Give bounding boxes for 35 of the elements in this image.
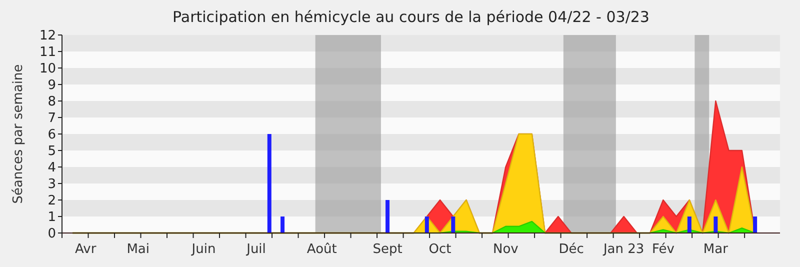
bar [753, 216, 758, 233]
x-tick-label: Sept [372, 242, 402, 257]
bar [424, 216, 429, 233]
y-tick-label: 11 [39, 45, 56, 60]
bar [267, 134, 272, 233]
x-tick-label: Jan 23 [602, 242, 644, 257]
x-tick-label: Déc [558, 242, 584, 257]
y-tick-label: 3 [48, 177, 56, 192]
bar [687, 216, 692, 233]
x-tick-label: Oct [428, 242, 452, 257]
y-tick-label: 9 [48, 78, 56, 94]
y-tick-label: 5 [48, 144, 56, 160]
bar [280, 216, 285, 233]
x-tick-label: Juil [246, 242, 266, 257]
y-tick-label: 7 [48, 111, 56, 126]
y-tick-label: 4 [48, 160, 56, 176]
y-tick-label: 10 [39, 62, 56, 77]
y-tick-label: 1 [48, 210, 56, 226]
bar [451, 216, 456, 233]
x-tick-label: Fév [652, 242, 675, 257]
bar [386, 200, 390, 233]
y-tick-label: 0 [48, 226, 56, 242]
y-axis-title: Séances par semaine [11, 64, 26, 204]
bar [714, 216, 718, 233]
y-tick-label: 6 [48, 128, 56, 143]
x-tick-label: Juin [190, 242, 216, 257]
x-tick-label: Août [306, 242, 337, 257]
x-tick-label: Nov [492, 242, 519, 257]
x-tick-label: Mai [126, 242, 150, 257]
x-tick-label: Avr [75, 242, 97, 257]
chart-title: Participation en hémicycle au cours de la période 04/22 - 03/23 [172, 8, 650, 26]
x-tick-label: Mar [703, 242, 729, 257]
y-tick-label: 8 [48, 94, 56, 110]
y-tick-label: 2 [48, 194, 56, 209]
y-tick-label: 12 [39, 28, 56, 44]
